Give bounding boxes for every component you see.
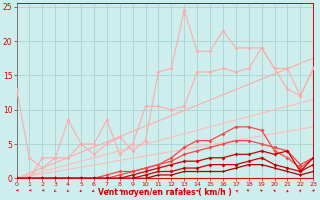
X-axis label: Vent moyen/en rafales ( km/h ): Vent moyen/en rafales ( km/h ) <box>98 188 232 197</box>
